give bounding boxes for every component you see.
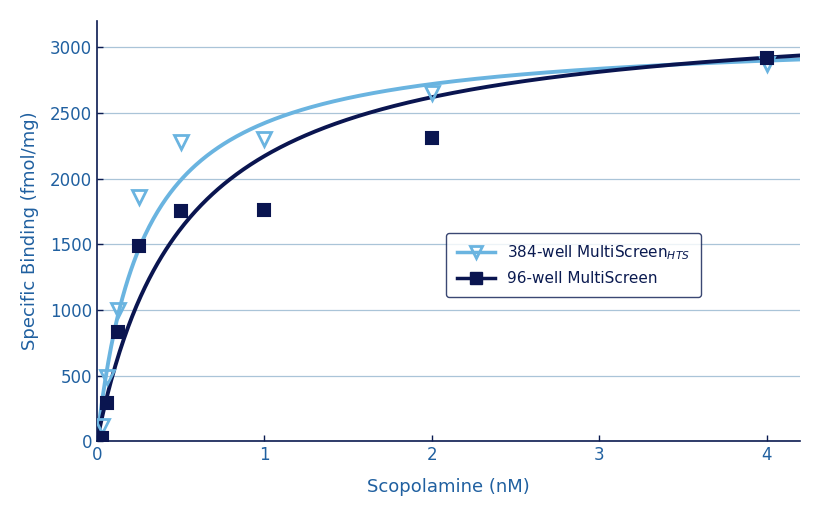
Legend: 384-well MultiScreen$_{HTS}$, 96-well MultiScreen: 384-well MultiScreen$_{HTS}$, 96-well Mu…: [447, 233, 701, 297]
Y-axis label: Specific Binding (fmol/mg): Specific Binding (fmol/mg): [21, 112, 39, 351]
X-axis label: Scopolamine (nM): Scopolamine (nM): [367, 478, 530, 496]
